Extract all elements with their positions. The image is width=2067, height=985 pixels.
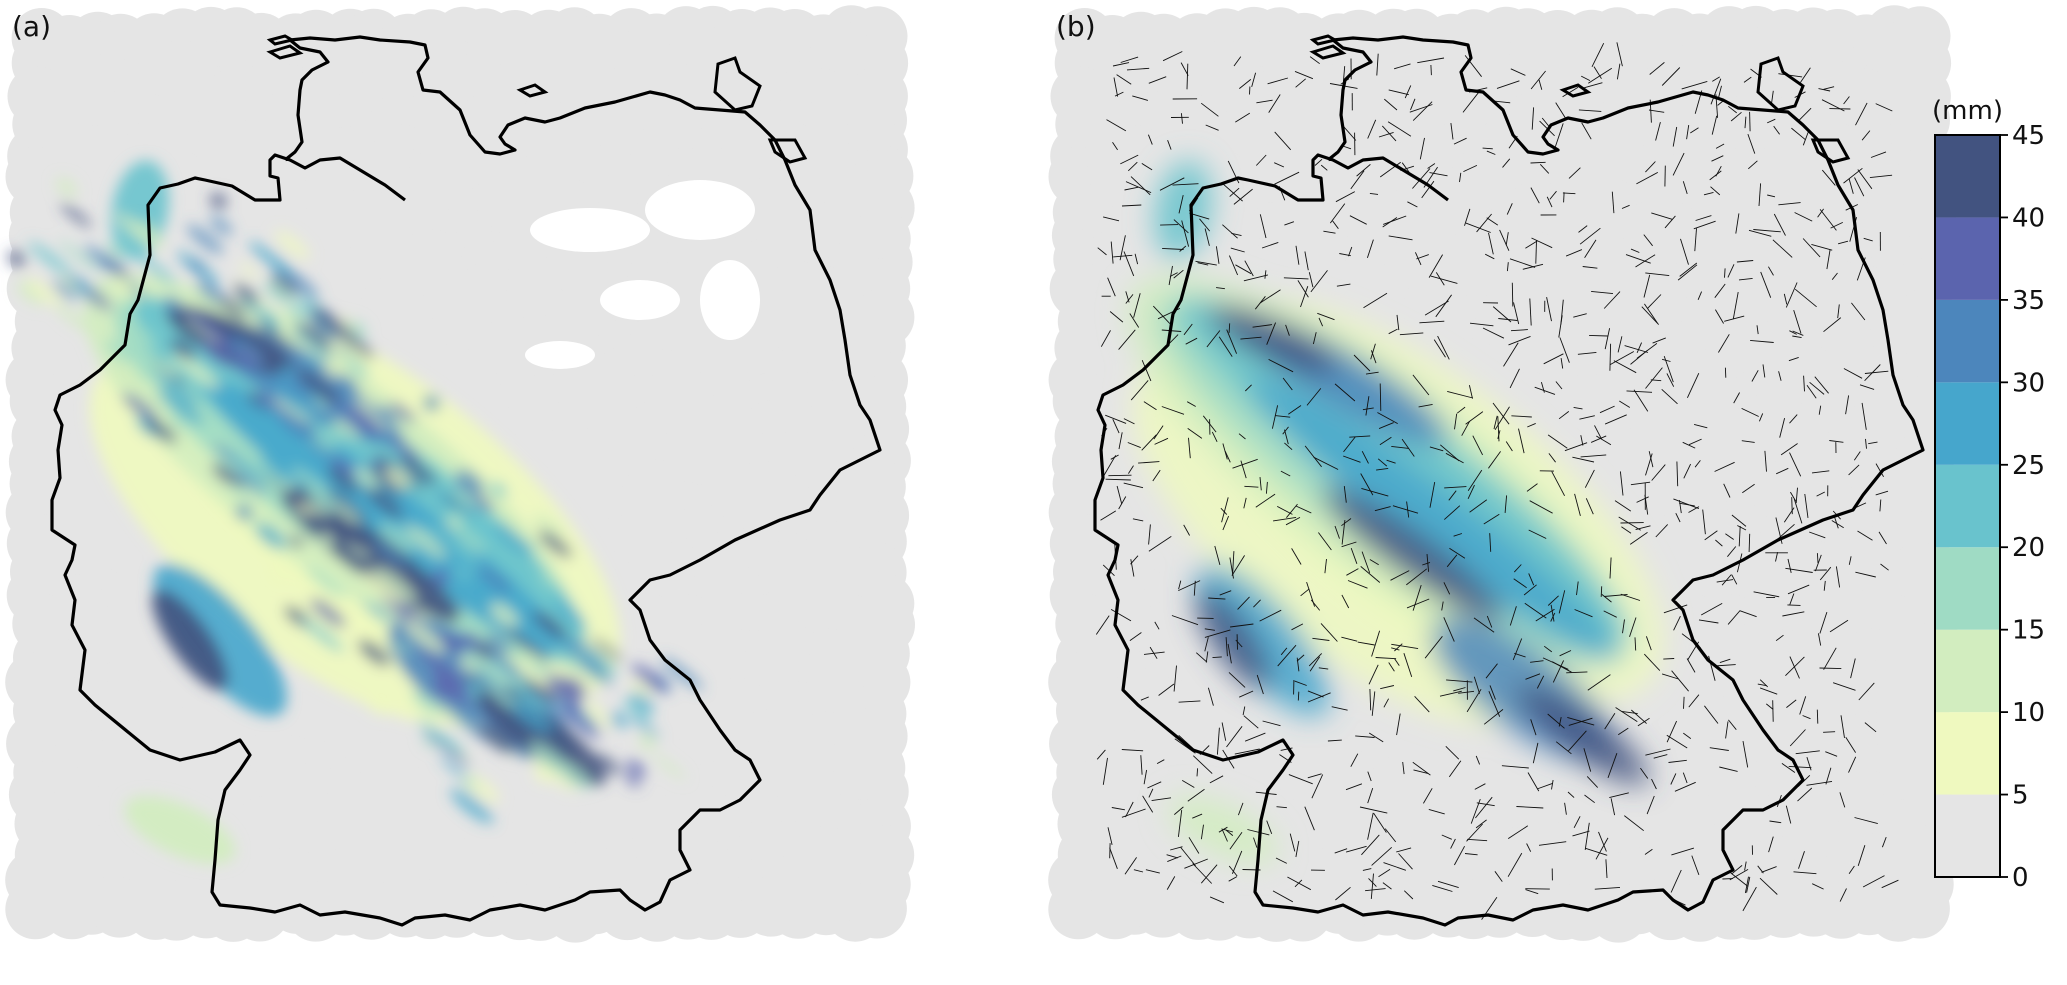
colorbar-unit-label: (mm): [1932, 96, 2003, 126]
colorbar-tick-label: 40: [2012, 203, 2045, 233]
colorbar-band: [1935, 547, 2000, 629]
colorbar-tick-label: 35: [2012, 286, 2045, 316]
colorbar-tick-label: 30: [2012, 368, 2045, 398]
panel-b-map: [1048, 5, 1958, 942]
colorbar-band: [1935, 712, 2000, 794]
colorbar: (mm) 0 5 10 15 20 25 30 35 40 45: [1932, 96, 2045, 893]
colorbar-ticks: 0 5 10 15 20 25 30 35 40 45: [2000, 121, 2045, 893]
colorbar-band: [1935, 795, 2000, 877]
colorbar-band: [1935, 382, 2000, 464]
panel-b-label: (b): [1056, 10, 1096, 43]
colorbar-band: [1935, 630, 2000, 712]
colorbar-tick-label: 5: [2012, 781, 2029, 811]
colorbar-band: [1935, 135, 2000, 217]
colorbar-tick-label: 15: [2012, 616, 2045, 646]
colorbar-band: [1935, 465, 2000, 547]
colorbar-tick-label: 20: [2012, 533, 2045, 563]
panel-a-map: [4, 5, 915, 942]
colorbar-tick-label: 45: [2012, 121, 2045, 151]
colorbar-band: [1935, 217, 2000, 299]
colorbar-band: [1935, 300, 2000, 382]
panel-a-label: (a): [12, 10, 51, 43]
colorbar-tick-label: 10: [2012, 698, 2045, 728]
colorbar-tick-label: 0: [2012, 863, 2029, 893]
colorbar-bands: [1935, 135, 2000, 877]
colorbar-tick-label: 25: [2012, 451, 2045, 481]
